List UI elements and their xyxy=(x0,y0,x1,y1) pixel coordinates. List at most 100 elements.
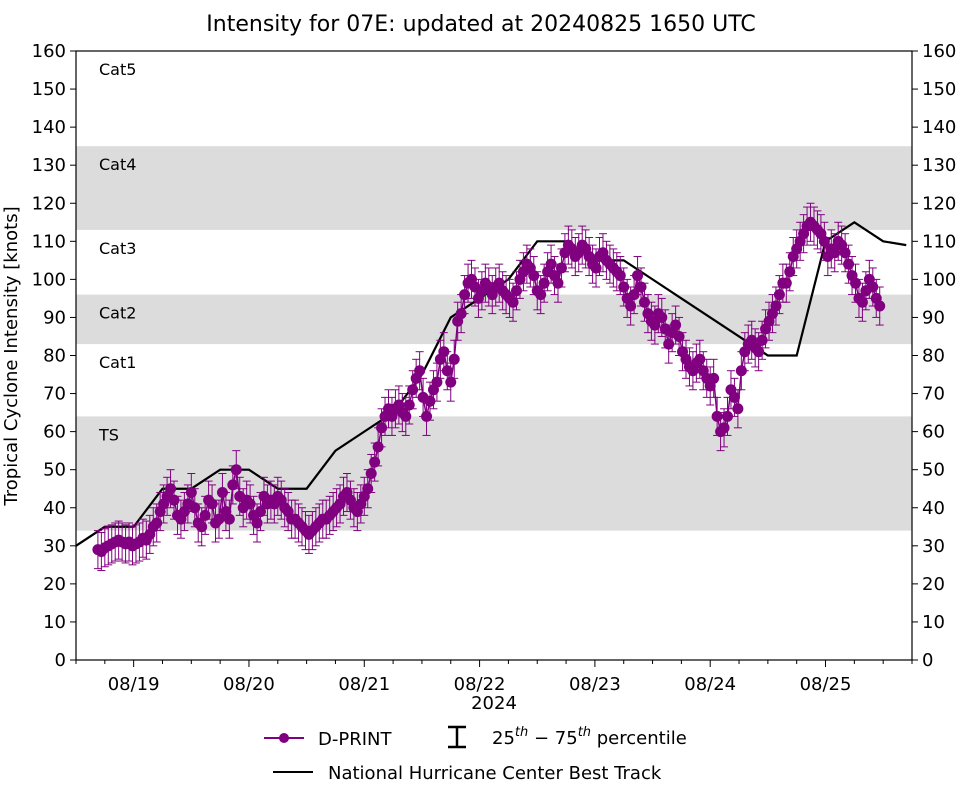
dprint-point xyxy=(829,247,841,259)
band-label-cat3: Cat3 xyxy=(99,239,136,258)
dprint-point xyxy=(555,262,567,274)
dprint-point xyxy=(189,502,201,514)
dprint-point xyxy=(670,319,682,331)
dprint-point xyxy=(545,258,557,270)
y-tick-label-left: 30 xyxy=(43,536,66,557)
dprint-point xyxy=(199,509,211,521)
y-tick-label-left: 150 xyxy=(32,79,66,100)
dprint-point xyxy=(628,289,640,301)
dprint-point xyxy=(614,270,626,282)
y-tick-label-left: 100 xyxy=(32,269,66,290)
y-tick-label-right: 160 xyxy=(922,41,956,62)
y-tick-label-left: 130 xyxy=(32,155,66,176)
dprint-point xyxy=(403,399,415,411)
dprint-point xyxy=(362,483,374,495)
x-axis-label: 2024 xyxy=(471,693,517,714)
y-tick-label-left: 20 xyxy=(43,574,66,595)
dprint-point xyxy=(722,410,734,422)
y-tick-label-left: 110 xyxy=(32,231,66,252)
x-tick-label: 08/21 xyxy=(338,674,390,695)
dprint-point xyxy=(711,410,723,422)
y-tick-label-right: 90 xyxy=(922,307,945,328)
y-tick-label-right: 130 xyxy=(922,155,956,176)
dprint-point xyxy=(445,376,457,388)
legend-dprint-marker xyxy=(279,733,289,743)
dprint-point xyxy=(673,330,685,342)
y-axis-label: Tropical Cyclone Intensity [knots] xyxy=(1,206,22,506)
y-tick-label-right: 40 xyxy=(922,498,945,519)
dprint-point xyxy=(455,308,467,320)
x-tick-label: 08/23 xyxy=(569,674,621,695)
dprint-point xyxy=(784,266,796,278)
y-tick-label-right: 20 xyxy=(922,574,945,595)
dprint-point xyxy=(151,517,163,529)
band-cat4 xyxy=(76,146,912,230)
dprint-point xyxy=(244,498,256,510)
dprint-point xyxy=(535,289,547,301)
dprint-point xyxy=(708,372,720,384)
band-label-cat4: Cat4 xyxy=(99,155,136,174)
dprint-point xyxy=(843,258,855,270)
dprint-point xyxy=(168,494,180,506)
chart-title: Intensity for 07E: updated at 20240825 1… xyxy=(206,12,755,37)
dprint-point xyxy=(528,270,540,282)
dprint-point xyxy=(867,281,879,293)
y-tick-label-left: 80 xyxy=(43,346,66,367)
legend: D-PRINT 25th − 75th percentile National … xyxy=(264,725,687,784)
dprint-point xyxy=(510,285,522,297)
x-tick-label: 08/25 xyxy=(800,674,852,695)
dprint-point xyxy=(441,365,453,377)
y-tick-label-right: 60 xyxy=(922,422,945,443)
dprint-point xyxy=(735,365,747,377)
dprint-point xyxy=(400,410,412,422)
dprint-point xyxy=(431,376,443,388)
dprint-point xyxy=(638,296,650,308)
y-axis-ticks: 0 0 10 10 20 20 30 30 40 40 50 50 60 60 70 70 80 80 90 90 10… xyxy=(32,41,957,671)
dprint-point xyxy=(438,346,450,358)
dprint-point xyxy=(732,403,744,415)
x-tick-label: 08/20 xyxy=(223,674,275,695)
y-tick-label-right: 50 xyxy=(922,460,945,481)
y-tick-label-right: 70 xyxy=(922,384,945,405)
dprint-point xyxy=(230,464,242,476)
y-tick-label-left: 40 xyxy=(43,498,66,519)
dprint-point xyxy=(753,346,765,358)
dprint-point xyxy=(773,289,785,301)
dprint-point xyxy=(874,300,886,312)
y-tick-label-right: 30 xyxy=(922,536,945,557)
y-tick-label-right: 0 xyxy=(922,650,933,671)
legend-percentile-icon xyxy=(448,725,466,749)
y-tick-label-left: 0 xyxy=(55,650,66,671)
category-bands xyxy=(76,146,912,531)
dprint-point xyxy=(663,338,675,350)
y-tick-label-right: 80 xyxy=(922,346,945,367)
y-tick-label-left: 10 xyxy=(43,612,66,633)
dprint-point xyxy=(421,410,433,422)
dprint-point xyxy=(424,395,436,407)
dprint-point xyxy=(780,277,792,289)
dprint-point xyxy=(818,235,830,247)
dprint-point xyxy=(649,319,661,331)
y-tick-label-right: 110 xyxy=(922,231,956,252)
y-tick-label-right: 150 xyxy=(922,79,956,100)
dprint-point xyxy=(849,277,861,289)
dprint-point xyxy=(590,262,602,274)
dprint-point xyxy=(552,277,564,289)
dprint-point xyxy=(365,467,377,479)
dprint-point xyxy=(369,456,381,468)
dprint-point xyxy=(372,441,384,453)
category-labels: Cat5 Cat4 Cat3 Cat2 Cat1 TS xyxy=(98,60,136,444)
y-tick-label-right: 120 xyxy=(922,193,956,214)
dprint-point xyxy=(407,384,419,396)
dprint-point xyxy=(216,487,228,499)
dprint-point xyxy=(625,300,637,312)
dprint-point xyxy=(414,365,426,377)
y-tick-label-right: 140 xyxy=(922,117,956,138)
y-tick-label-left: 50 xyxy=(43,460,66,481)
dprint-point xyxy=(196,521,208,533)
dprint-point xyxy=(206,498,218,510)
dprint-point xyxy=(459,289,471,301)
dprint-point xyxy=(254,506,266,518)
dprint-point xyxy=(213,513,225,525)
